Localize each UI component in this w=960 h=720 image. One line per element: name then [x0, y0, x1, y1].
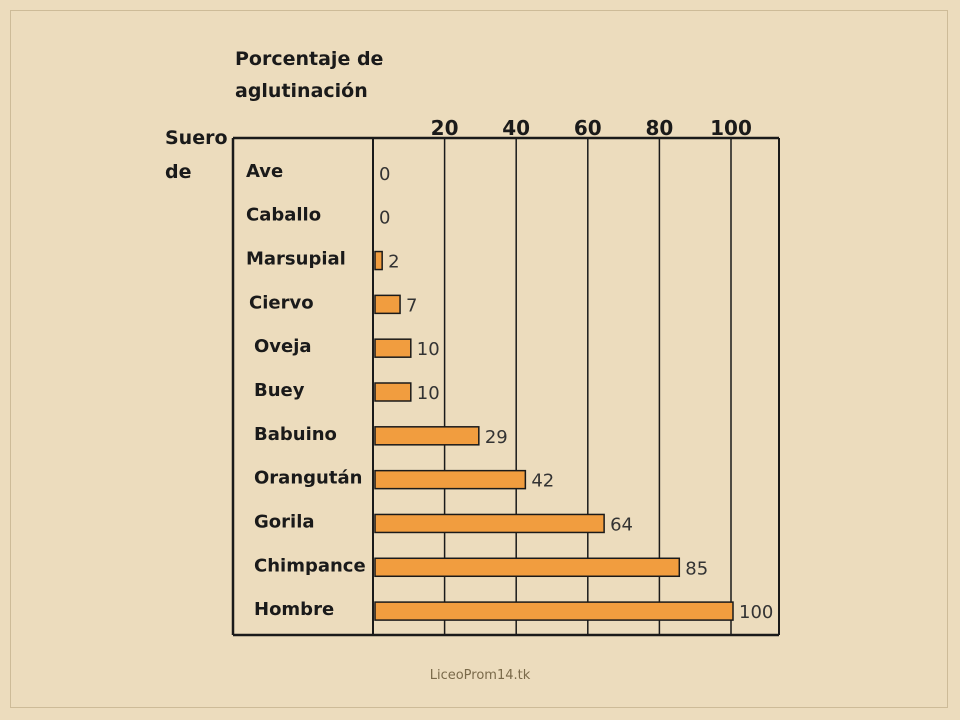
category-label: Caballo	[246, 205, 321, 226]
bar	[374, 426, 480, 446]
bar	[374, 469, 527, 490]
x-tick-label: 100	[710, 116, 752, 140]
bar	[374, 557, 681, 578]
category-label: Oveja	[254, 336, 312, 357]
x-tick-label: 60	[574, 116, 602, 140]
data-label: 0	[379, 208, 390, 229]
row-group-label: Suero	[165, 127, 228, 149]
data-label: 64	[610, 514, 633, 535]
labels-layer: 20 40 60 80 100 Ave 0 Caballo 0 Marsupial 2 Ciervo 7…	[246, 116, 773, 623]
grid-layer	[231, 136, 780, 637]
category-label: Chimpance	[254, 555, 366, 576]
bar	[374, 338, 412, 358]
data-label: 2	[388, 252, 399, 273]
category-label: Hombre	[254, 599, 334, 620]
bar	[374, 513, 605, 534]
x-tick-label: 40	[502, 116, 530, 140]
chart-title-line-2: aglutinación	[235, 80, 368, 102]
category-label: Marsupial	[246, 249, 346, 270]
category-label: Gorila	[254, 511, 315, 532]
slide-frame	[10, 10, 948, 708]
category-label: Ave	[246, 161, 283, 182]
data-label: 29	[485, 427, 508, 448]
category-label: Ciervo	[249, 292, 314, 313]
chart-title: Porcentaje de	[235, 48, 383, 70]
row-group-label-line-2: de	[165, 161, 192, 183]
data-label: 42	[531, 471, 554, 492]
category-label: Orangután	[254, 468, 362, 489]
data-label: 0	[379, 164, 390, 185]
data-label: 7	[406, 295, 417, 316]
x-tick-label: 80	[645, 116, 673, 140]
data-label: 85	[685, 558, 708, 579]
bar	[374, 250, 383, 271]
bar	[374, 382, 412, 402]
x-tick-label: 20	[431, 116, 459, 140]
data-label: 10	[417, 383, 440, 404]
data-label: 100	[739, 602, 773, 623]
bar	[374, 294, 401, 315]
bar	[374, 601, 734, 621]
category-label: Babuino	[254, 424, 337, 445]
footer-text: LiceoProm14.tk	[429, 668, 531, 683]
data-label: 10	[417, 339, 440, 360]
category-label: Buey	[254, 380, 305, 401]
bars-layer	[374, 250, 734, 621]
